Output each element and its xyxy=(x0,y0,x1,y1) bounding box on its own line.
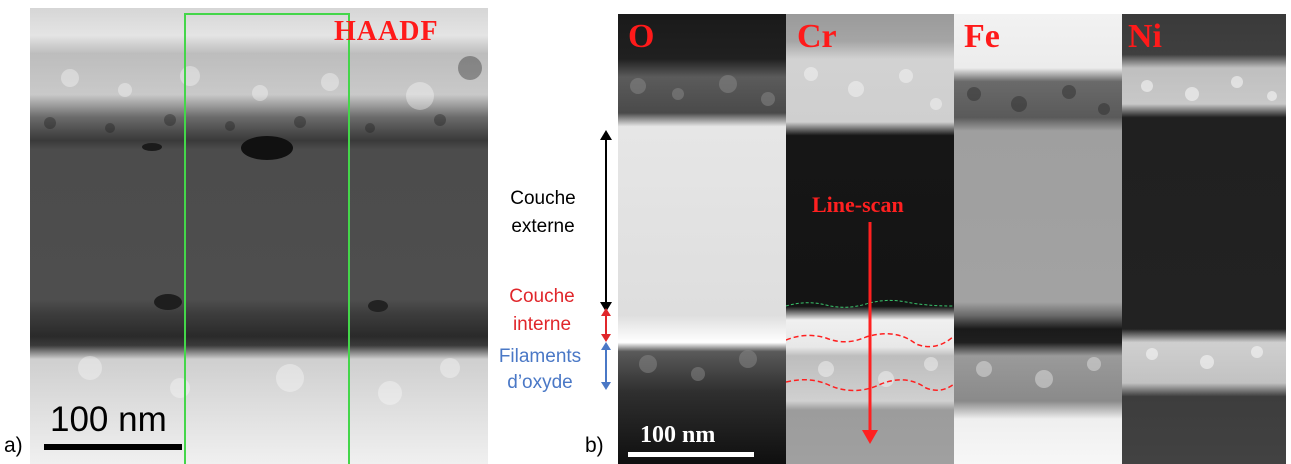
map-label-ni: Ni xyxy=(1128,18,1162,55)
haadf-title: HAADF xyxy=(334,16,439,47)
filaments-label: Filaments d’oxyde xyxy=(484,346,596,394)
map-cr xyxy=(786,14,954,464)
scale-bar-label-b: 100 nm xyxy=(640,422,716,448)
outer-layer-label: Couche externe xyxy=(490,188,596,238)
inner-layer-arrow xyxy=(601,308,611,342)
scale-bar-label-a: 100 nm xyxy=(50,400,167,439)
haadf-image xyxy=(30,8,488,464)
filaments-arrow xyxy=(601,342,611,390)
filaments-label-line1: Filaments xyxy=(498,346,582,367)
inner-layer-label-line1: Couche xyxy=(509,286,575,307)
map-label-fe: Fe xyxy=(964,18,1000,55)
roi-box xyxy=(184,13,350,464)
map-cr-image xyxy=(786,14,954,464)
scale-bar-b xyxy=(628,452,754,457)
line-scan-label: Line-scan xyxy=(812,192,904,217)
outer-layer-label-line1: Couche xyxy=(510,188,576,209)
map-fe xyxy=(954,14,1122,464)
panel-a-letter: a) xyxy=(4,434,23,457)
map-fe-image xyxy=(954,14,1122,464)
scale-bar-a xyxy=(44,444,182,450)
map-ni xyxy=(1122,14,1286,464)
map-o xyxy=(618,14,786,464)
outer-layer-arrow xyxy=(600,130,612,312)
panel-b-letter: b) xyxy=(585,434,604,457)
outer-layer-label-line2: externe xyxy=(511,216,575,237)
filaments-label-line2: d’oxyde xyxy=(507,372,573,393)
map-ni-image xyxy=(1122,14,1286,464)
map-label-o: O xyxy=(628,18,655,55)
haadf-micrograph xyxy=(30,8,488,464)
inner-layer-label: Couche interne xyxy=(488,286,596,336)
map-label-cr: Cr xyxy=(797,18,837,55)
inner-layer-label-line2: interne xyxy=(512,314,572,335)
map-o-image xyxy=(618,14,786,464)
